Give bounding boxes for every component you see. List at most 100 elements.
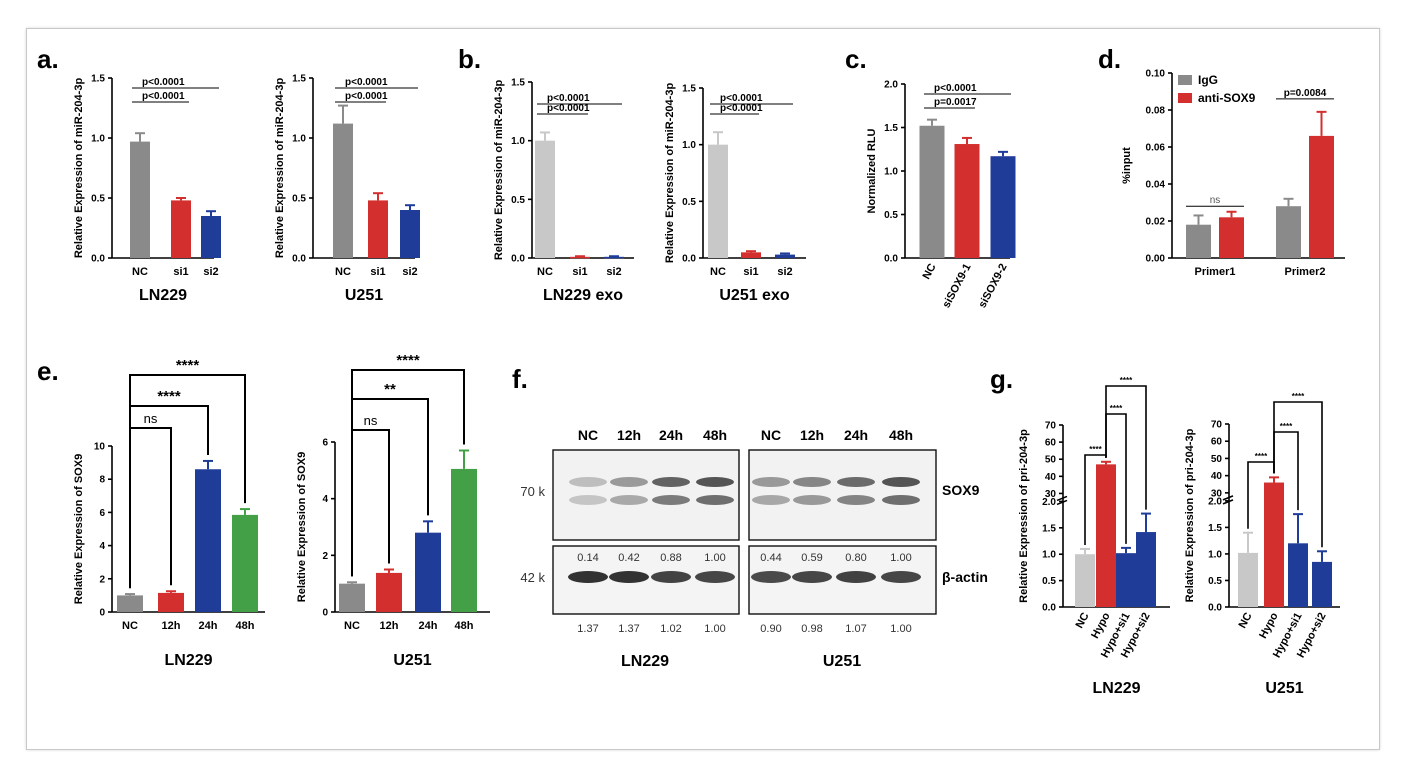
blot-lane-label: 48h [703,427,727,443]
x-tick-label: si1 [743,266,758,278]
axis-break [1222,499,1234,505]
blot-band-sox9 [752,495,790,505]
x-tick-label: Hypo [1257,611,1281,641]
blot-band-sox9 [696,495,734,505]
y-tick-label: 2.0 [1042,497,1056,508]
bar [195,469,221,612]
blot-band-sox9 [652,495,690,505]
blot-quant-sox9: 0.42 [618,552,639,564]
blot-quant-actin: 0.90 [760,623,781,635]
y-tick-label: 1.0 [91,134,105,145]
bar [117,595,143,612]
bar [1288,543,1308,607]
sig-label: p<0.0001 [934,83,977,94]
blot-protein-label: SOX9 [942,482,980,498]
blot-quant-actin: 1.37 [618,623,639,635]
y-tick-label: 1.5 [1208,523,1222,534]
y-tick-label: 0.0 [1208,603,1222,614]
blot-band-sox9 [882,495,920,505]
y-tick-label: 4 [99,541,105,552]
sig-label: p<0.0001 [345,77,388,88]
blot-band-sox9 [696,477,734,487]
bar [333,123,353,258]
y-tick-label: 1.0 [884,167,898,178]
chart-a1: 0.0 0.5 1.0 1.5 Relative Expression of miR-2… [73,74,221,304]
panel-label-b: b. [458,44,481,74]
bar [1312,561,1332,607]
bar [919,125,945,258]
y-tick-label: 0 [99,608,105,619]
blot-quant-actin: 1.07 [845,623,866,635]
y-axis-label: Relative Expression of miR-204-3p [274,78,286,259]
sig-label: ns [364,413,378,428]
blot-band-actin [651,571,691,583]
sig-label: **** [1292,392,1305,401]
bar [1264,482,1284,607]
sig-label: **** [1089,445,1102,454]
chart-d: 0.00 0.02 0.04 0.06 0.08 0.10 %input Primer1 Pri… [1121,69,1345,278]
legend-swatch [1178,75,1192,85]
blot-lane-label: NC [578,427,598,443]
blot-lane-label: 24h [844,427,868,443]
blot-quant-sox9: 0.80 [845,552,866,564]
blot-band-sox9 [793,495,831,505]
blot-band-sox9 [610,495,648,505]
panel-label-f: f. [512,364,528,394]
blot-quant-actin: 0.98 [801,623,822,635]
sig-label: ** [384,381,396,398]
blot-lane-label: 12h [617,427,641,443]
bar [201,216,221,258]
axis-break [1056,495,1068,502]
chart-g1: 0.0 0.5 1.0 1.5 2.030 40 50 60 70 Relative Expres… [1018,376,1170,697]
blot-kda-label: 70 k [520,484,545,499]
y-tick-label: 0.5 [91,194,105,205]
chart-g2: 0.0 0.5 1.0 1.5 2.030 40 50 60 70 Relative Expres… [1184,392,1340,697]
x-tick-label: 24h [199,620,218,632]
blot-band-actin [695,571,735,583]
bar [1186,224,1211,258]
blot-band-sox9 [610,477,648,487]
y-tick-label: 50 [1211,454,1223,465]
sig-label: p<0.0001 [547,93,590,104]
x-tick-label: NC [132,266,148,278]
y-tick-label: 1.0 [511,136,525,147]
y-tick-label: 2.0 [884,80,898,91]
blot-band-sox9 [793,477,831,487]
panel-label-e: e. [37,356,59,386]
legend-swatch [1178,93,1192,103]
blot-quant-sox9: 1.00 [890,552,911,564]
bar [570,256,590,259]
y-tick-label: 0.00 [1146,254,1166,265]
y-tick-label: 70 [1211,420,1223,431]
blot-cell-line: LN229 [621,653,669,670]
x-tick-label: NC [537,266,553,278]
chart-title: LN229 [139,287,187,304]
y-tick-label: 2.0 [1208,496,1222,507]
sig-label: p<0.0001 [547,103,590,114]
bar [708,144,728,258]
y-tick-label: 4 [322,494,328,505]
y-tick-label: 0.0 [682,254,696,265]
blot-box-sox9-ln229 [552,449,740,541]
sig-label: ns [1210,195,1221,206]
panel-label-g: g. [990,364,1013,394]
blot-quant-sox9: 0.59 [801,552,822,564]
y-tick-label: 60 [1211,437,1223,448]
panel-label-d: d. [1098,44,1121,74]
panel-label-c: c. [845,44,867,74]
panel-label-a: a. [37,44,59,74]
y-tick-label: 60 [1045,438,1057,449]
y-tick-label: 10 [94,442,106,453]
y-axis-label: Relative Expression of SOX9 [296,452,308,602]
y-tick-label: 0.5 [1042,576,1056,587]
blot-band-sox9 [652,477,690,487]
bar [1096,464,1116,607]
bar [535,140,555,258]
sig-bracket [351,369,465,577]
bar [339,583,365,612]
blot-band-actin [792,571,832,583]
x-tick-label: NC [344,620,360,632]
y-tick-label: 1.5 [511,78,525,89]
y-tick-label: 30 [1211,488,1223,499]
blot-band-actin [836,571,876,583]
